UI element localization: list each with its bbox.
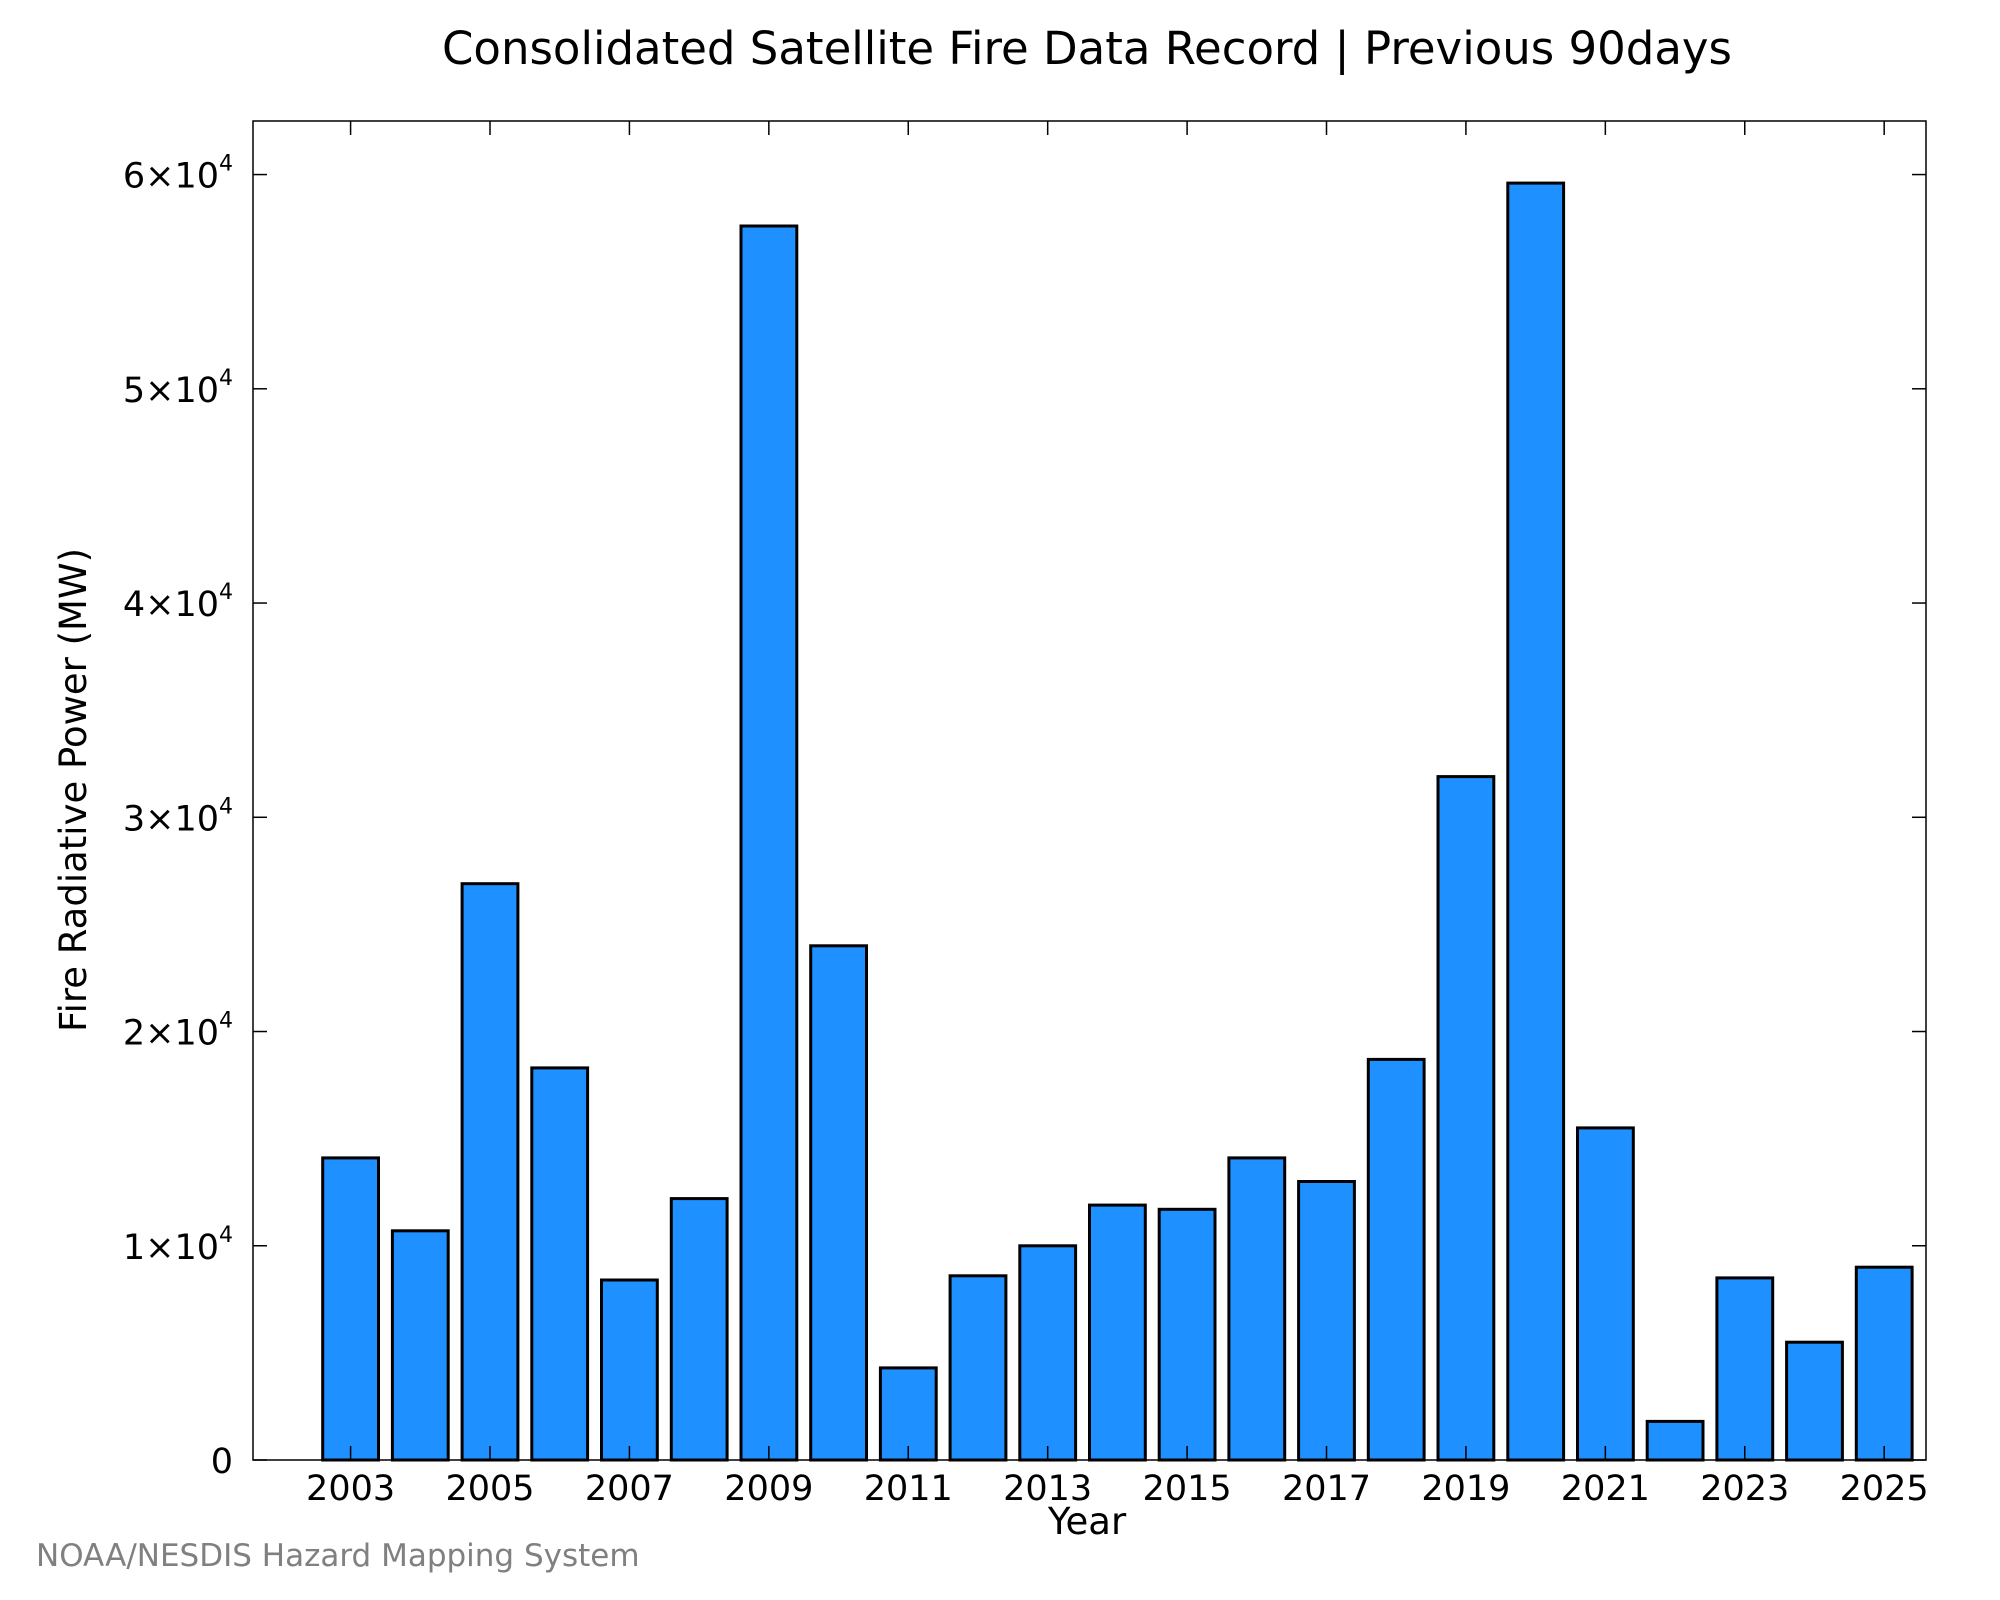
x-tick-label: 2021	[1561, 1469, 1650, 1509]
bar-2019	[1436, 775, 1496, 1462]
bar-2015	[1157, 1207, 1217, 1462]
x-tick-label: 2017	[1282, 1469, 1371, 1509]
ticks-layer	[253, 121, 1926, 1461]
y-axis-label: Fire Radiative Power (MW)	[52, 548, 95, 1032]
x-tick-label: 2023	[1700, 1469, 1789, 1509]
bar-2007	[600, 1278, 659, 1462]
x-tick-label: 2013	[1003, 1469, 1092, 1509]
x-tick-label: 2005	[445, 1469, 534, 1509]
bar-2025	[1854, 1265, 1914, 1462]
bar-2005	[460, 882, 520, 1462]
bar-2021	[1576, 1126, 1635, 1462]
bar-2014	[1088, 1203, 1147, 1462]
bar-2017	[1297, 1180, 1356, 1462]
y-tick-labels: 0 1×104 2×104 3×104 4×104 5×104 6×104	[123, 152, 233, 1482]
y-tick-label: 3×104	[123, 794, 233, 839]
bar-2010	[809, 944, 869, 1462]
y-tick-label: 4×104	[123, 580, 233, 625]
x-tick-label: 2019	[1421, 1469, 1510, 1509]
bar-2009	[739, 224, 799, 1462]
y-tick-label: 6×104	[123, 152, 233, 197]
x-tick-label: 2009	[724, 1469, 813, 1509]
x-tick-label: 2011	[864, 1469, 953, 1509]
x-axis-label: Year	[1047, 1500, 1127, 1543]
bar-2020	[1506, 181, 1566, 1462]
bar-2012	[948, 1274, 1008, 1462]
plot-frame	[252, 120, 1927, 1461]
x-tick-label: 2025	[1840, 1469, 1929, 1509]
x-tick-labels: 2003 2005 2007 2009 2011 2013 2015 2017 2019 2021…	[306, 1469, 1929, 1509]
y-tick-label: 5×104	[123, 366, 233, 411]
bar-2008	[669, 1197, 729, 1462]
bar-2004	[390, 1229, 450, 1462]
x-tick-label: 2015	[1143, 1469, 1232, 1509]
bar-2006	[530, 1066, 590, 1462]
bar-2024	[1785, 1340, 1844, 1462]
y-tick-label: 0	[211, 1442, 233, 1482]
y-tick-label: 1×104	[123, 1223, 233, 1268]
bar-2022	[1645, 1419, 1705, 1462]
bar-2018	[1366, 1057, 1426, 1462]
chart-title: Consolidated Satellite Fire Data Record …	[442, 22, 1732, 75]
bar-2023	[1715, 1276, 1775, 1462]
bar-2003	[321, 1156, 381, 1462]
credit-text: NOAA/NESDIS Hazard Mapping System	[36, 1538, 640, 1574]
bar-2013	[1018, 1244, 1078, 1462]
x-tick-label: 2003	[306, 1469, 395, 1509]
bar-2016	[1227, 1156, 1287, 1462]
bars-layer	[321, 181, 1914, 1462]
y-tick-label: 2×104	[123, 1009, 233, 1054]
x-tick-label: 2007	[585, 1469, 674, 1509]
